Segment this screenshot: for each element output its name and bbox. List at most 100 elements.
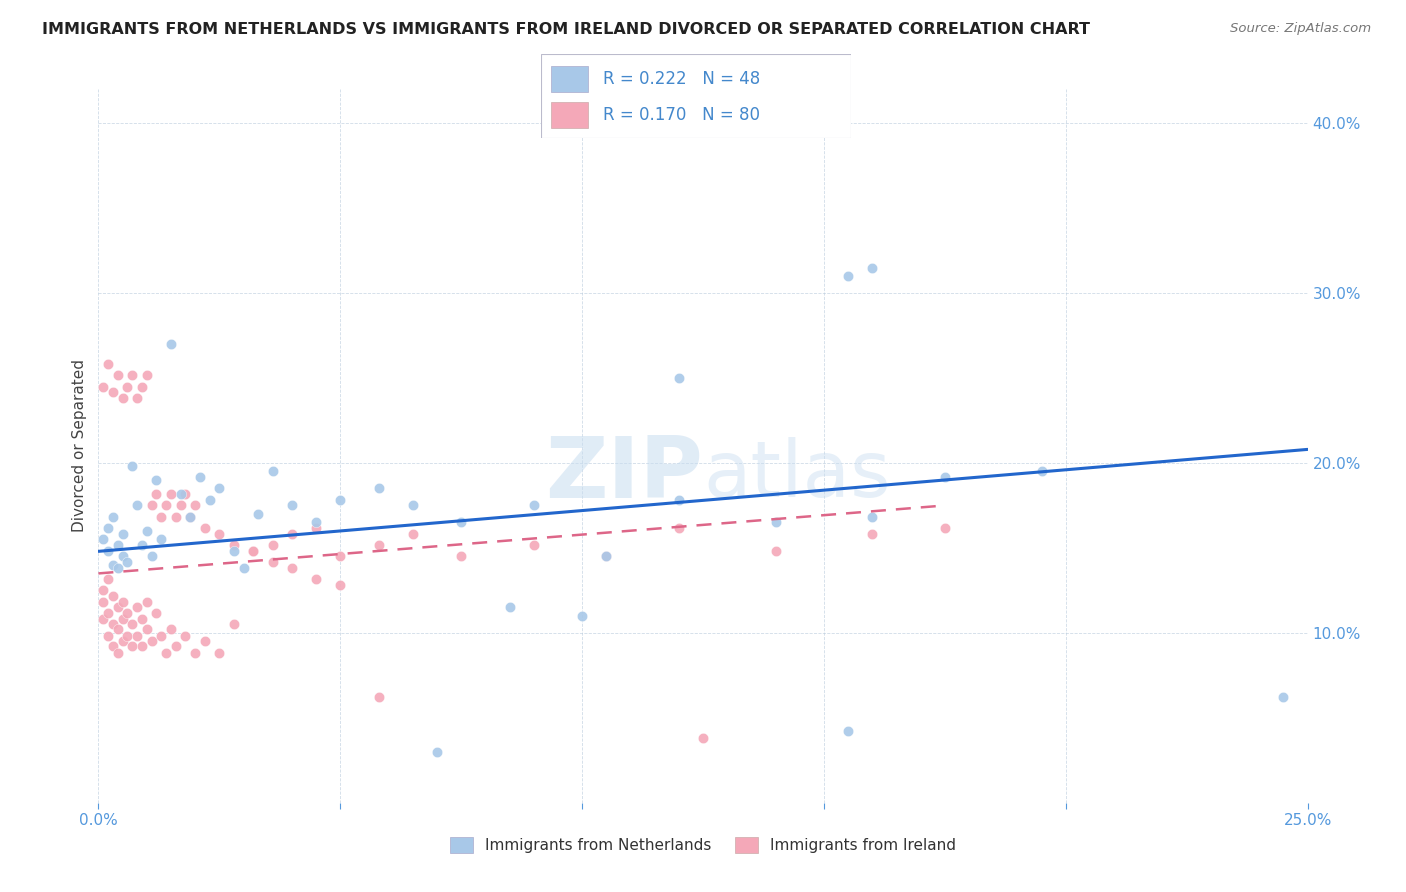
Point <box>281 527 304 541</box>
Point <box>595 549 617 564</box>
Point <box>222 617 245 632</box>
Text: ZIP: ZIP <box>546 433 703 516</box>
Point <box>329 493 352 508</box>
Point <box>107 368 129 382</box>
Point <box>107 537 129 551</box>
Point <box>188 469 211 483</box>
Point <box>232 561 254 575</box>
Point <box>450 516 472 530</box>
FancyBboxPatch shape <box>551 66 588 92</box>
Point <box>281 561 304 575</box>
Point <box>837 269 859 284</box>
Point <box>97 544 120 558</box>
Point <box>111 634 134 648</box>
Point <box>194 634 217 648</box>
Point <box>402 527 425 541</box>
Point <box>101 640 124 654</box>
Point <box>107 600 129 615</box>
Point <box>179 510 201 524</box>
Point <box>368 537 391 551</box>
Point <box>127 499 149 513</box>
Point <box>169 486 191 500</box>
Point <box>860 260 883 275</box>
Point <box>934 520 956 534</box>
Point <box>160 623 183 637</box>
Point <box>155 646 177 660</box>
Point <box>242 544 264 558</box>
Point <box>91 379 114 393</box>
Point <box>160 337 183 351</box>
Point <box>111 549 134 564</box>
Text: R = 0.222   N = 48: R = 0.222 N = 48 <box>603 70 761 88</box>
Point <box>184 646 207 660</box>
Point <box>121 640 143 654</box>
Point <box>141 634 163 648</box>
Point <box>97 358 120 372</box>
Point <box>101 589 124 603</box>
Point <box>668 520 690 534</box>
Point <box>117 629 139 643</box>
Point <box>169 499 191 513</box>
Point <box>450 549 472 564</box>
Point <box>155 499 177 513</box>
Point <box>101 384 124 399</box>
Point <box>131 537 153 551</box>
Point <box>91 612 114 626</box>
Point <box>368 482 391 496</box>
Point <box>165 640 187 654</box>
FancyBboxPatch shape <box>541 54 851 138</box>
Point <box>91 595 114 609</box>
Point <box>692 731 714 746</box>
Point <box>247 507 270 521</box>
Point <box>97 629 120 643</box>
Point <box>305 572 328 586</box>
Point <box>174 486 197 500</box>
Point <box>107 561 129 575</box>
Point <box>117 379 139 393</box>
Point <box>1031 465 1053 479</box>
Point <box>402 499 425 513</box>
Point <box>141 549 163 564</box>
Point <box>523 499 546 513</box>
Point <box>222 544 245 558</box>
Point <box>117 606 139 620</box>
Point <box>131 612 153 626</box>
Point <box>117 555 139 569</box>
Point <box>97 520 120 534</box>
Point <box>242 544 264 558</box>
Point <box>145 486 167 500</box>
Point <box>165 510 187 524</box>
Point <box>208 646 231 660</box>
Point <box>111 527 134 541</box>
Point <box>305 520 328 534</box>
Point <box>135 623 157 637</box>
Point <box>145 606 167 620</box>
Point <box>837 724 859 739</box>
Point <box>184 499 207 513</box>
Text: R = 0.170   N = 80: R = 0.170 N = 80 <box>603 106 761 124</box>
Point <box>127 392 149 406</box>
Point <box>198 493 221 508</box>
Point <box>150 510 173 524</box>
Point <box>262 555 284 569</box>
Point <box>97 572 120 586</box>
Point <box>121 617 143 632</box>
Point <box>368 690 391 705</box>
Point <box>426 745 449 759</box>
FancyBboxPatch shape <box>551 103 588 128</box>
Point <box>121 459 143 474</box>
Point <box>127 600 149 615</box>
Point <box>765 544 787 558</box>
Point <box>141 499 163 513</box>
Point <box>860 510 883 524</box>
Point <box>150 629 173 643</box>
Point <box>208 527 231 541</box>
Point <box>101 617 124 632</box>
Point <box>91 533 114 547</box>
Text: IMMIGRANTS FROM NETHERLANDS VS IMMIGRANTS FROM IRELAND DIVORCED OR SEPARATED COR: IMMIGRANTS FROM NETHERLANDS VS IMMIGRANT… <box>42 22 1090 37</box>
Point <box>595 549 617 564</box>
Point <box>135 368 157 382</box>
Text: atlas: atlas <box>703 436 890 513</box>
Point <box>91 583 114 598</box>
Point <box>174 629 197 643</box>
